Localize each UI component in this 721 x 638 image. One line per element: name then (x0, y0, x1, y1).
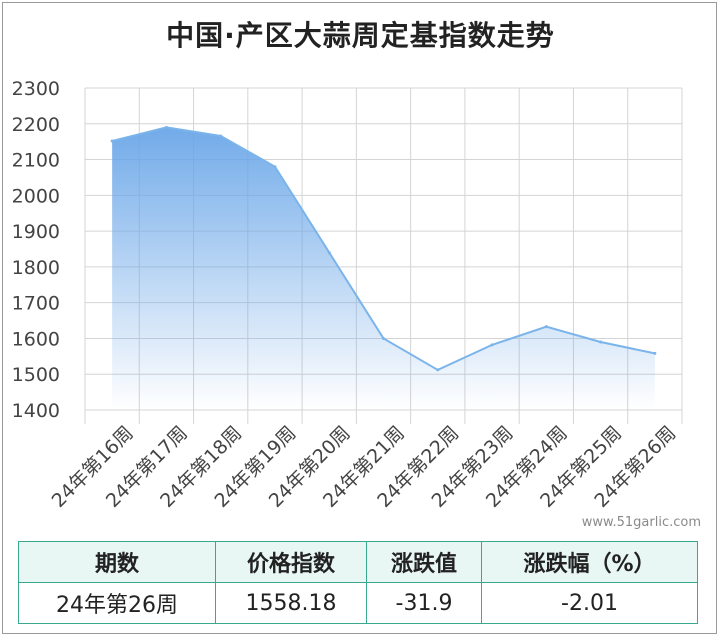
y-tick-label: 2100 (12, 150, 60, 172)
summary-table: 期数 价格指数 涨跌值 涨跌幅（%） 24年第26周 1558.18 -31.9… (18, 541, 698, 624)
chart-title: 中国·产区大蒜周定基指数走势 (166, 19, 555, 52)
y-tick-label: 1700 (12, 293, 60, 315)
data-point (327, 251, 331, 255)
data-point (653, 351, 657, 355)
source-watermark: www.51garlic.com (581, 515, 701, 530)
data-point (544, 325, 548, 329)
data-point (273, 165, 277, 169)
header-change-percent: 涨跌幅（%） (481, 541, 698, 583)
header-period: 期数 (18, 541, 216, 583)
header-price-index: 价格指数 (215, 541, 367, 583)
y-tick-label: 2000 (12, 185, 60, 207)
series-area-fill (112, 127, 655, 410)
chart-area: 1400 1500 1600 1700 1800 1900 2000 2100 2200 2300… (12, 78, 683, 512)
header-change-value: 涨跌值 (366, 541, 482, 583)
y-tick-label: 2300 (12, 78, 60, 100)
y-tick-label: 1900 (12, 221, 60, 243)
data-point (382, 336, 385, 340)
y-tick-label: 1800 (12, 257, 60, 279)
cell-change-percent: -2.01 (481, 582, 698, 624)
y-tick-label: 1400 (12, 400, 60, 422)
data-point (164, 125, 168, 129)
data-point (599, 340, 603, 344)
cell-price-index: 1558.18 (215, 582, 367, 624)
y-tick-label: 1500 (12, 364, 60, 386)
data-point (490, 343, 494, 347)
cell-change-value: -31.9 (366, 582, 482, 624)
data-point (219, 134, 223, 138)
summary-header-row: 期数 价格指数 涨跌值 涨跌幅（%） (18, 541, 698, 583)
data-point (436, 368, 440, 372)
cell-period: 24年第26周 (18, 582, 216, 624)
y-tick-label: 1600 (12, 328, 60, 350)
data-point (110, 139, 114, 143)
summary-data-row: 24年第26周 1558.18 -31.9 -2.01 (18, 582, 698, 624)
y-tick-label: 2200 (12, 114, 60, 136)
